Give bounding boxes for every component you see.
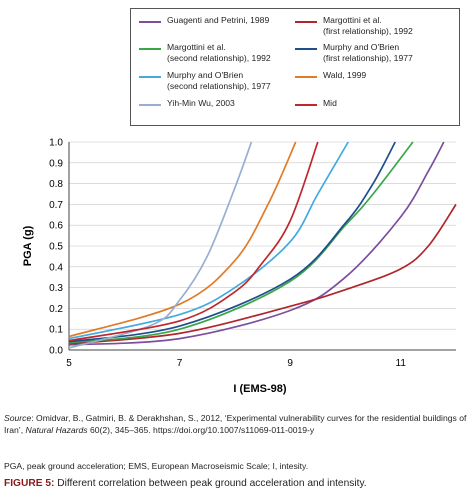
tick-labels: 0.0 0.1 0.2 0.3 0.4 0.5 0.6 0.7 0.8 0.9 1.0 5 7 9 11 xyxy=(49,138,406,370)
y-tick-label: 0.4 xyxy=(49,262,63,273)
x-tick-label: 5 xyxy=(66,358,72,369)
legend-label: Margottini et al. (first relationship), … xyxy=(323,15,413,36)
legend-label: Mid xyxy=(323,98,337,108)
legend-swatch xyxy=(139,76,161,78)
legend-label: Guagenti and Petrini, 1989 xyxy=(167,15,270,25)
axes xyxy=(68,142,456,351)
legend-label: Murphy and O'Brien (second relationship)… xyxy=(167,70,271,91)
legend-swatch xyxy=(295,21,317,23)
series-line xyxy=(68,141,253,349)
y-tick-label: 0.5 xyxy=(49,242,63,253)
legend-swatch xyxy=(139,104,161,106)
legend-label: Murphy and O'Brien (first relationship),… xyxy=(323,42,413,63)
x-axis-title: I (EMS-98) xyxy=(233,383,287,395)
x-tick-label: 9 xyxy=(287,358,293,369)
series-lines xyxy=(68,141,457,349)
series-line xyxy=(68,141,319,342)
figure-caption-text: Different correlation between peak groun… xyxy=(54,478,367,489)
y-tick-label: 0.1 xyxy=(49,325,63,336)
source-journal: Natural Hazards xyxy=(25,425,88,436)
legend-entry: Margottini et al. (first relationship), … xyxy=(295,15,413,37)
series-line xyxy=(68,141,396,343)
legend-swatch xyxy=(295,76,317,78)
legend-entry: Murphy and O'Brien (first relationship),… xyxy=(295,42,413,64)
y-tick-label: 0.8 xyxy=(49,179,63,190)
legend-entry: Guagenti and Petrini, 1989 xyxy=(139,15,269,26)
source-reference: 60(2), 345–365. https://doi.org/10.1007/… xyxy=(87,425,315,436)
figure-label: FIGURE 5: xyxy=(4,478,55,489)
source-label: Source xyxy=(4,413,32,423)
legend-entry: Murphy and O'Brien (second relationship)… xyxy=(139,70,271,92)
abbreviations-note: PGA, peak ground acceleration; EMS, Euro… xyxy=(4,461,309,471)
chart-legend: Guagenti and Petrini, 1989 Margottini et … xyxy=(130,8,460,126)
legend-entry: Margottini et al. (second relationship),… xyxy=(139,42,271,64)
legend-entry: Yih-Min Wu, 2003 xyxy=(139,98,235,109)
source-text: : Omidvar, B., Gatmiri, B. & Derakhshan,… xyxy=(4,413,467,436)
y-tick-label: 0.0 xyxy=(49,346,63,357)
chart-plot: 0.0 0.1 0.2 0.3 0.4 0.5 0.6 0.7 0.8 0.9 1.0 5 7 9 11 I… xyxy=(22,138,457,395)
y-tick-label: 0.6 xyxy=(49,221,63,232)
legend-label: Yih-Min Wu, 2003 xyxy=(167,98,235,108)
legend-swatch xyxy=(295,104,317,106)
y-tick-label: 0.9 xyxy=(49,158,63,169)
legend-swatch xyxy=(139,21,161,23)
grid-lines xyxy=(69,141,456,330)
legend-label: Wald, 1999 xyxy=(323,70,367,80)
y-tick-label: 0.2 xyxy=(49,304,63,315)
legend-swatch xyxy=(295,48,317,50)
series-line xyxy=(68,203,457,345)
source-citation: Source: Omidvar, B., Gatmiri, B. & Derak… xyxy=(4,412,469,437)
x-tick-label: 11 xyxy=(396,358,407,369)
y-tick-label: 0.7 xyxy=(49,200,63,211)
y-tick-label: 1.0 xyxy=(49,138,63,149)
legend-entry: Wald, 1999 xyxy=(295,70,366,81)
x-tick-label: 7 xyxy=(177,358,183,369)
series-line xyxy=(68,141,445,346)
series-line xyxy=(68,141,414,344)
legend-swatch xyxy=(139,48,161,50)
y-axis-title: PGA (g) xyxy=(22,225,34,266)
legend-label: Margottini et al. (second relationship),… xyxy=(167,42,271,63)
series-line xyxy=(68,141,297,338)
legend-entry: Mid xyxy=(295,98,337,109)
y-tick-label: 0.3 xyxy=(49,283,63,294)
figure-caption: FIGURE 5: Different correlation between … xyxy=(4,477,469,490)
